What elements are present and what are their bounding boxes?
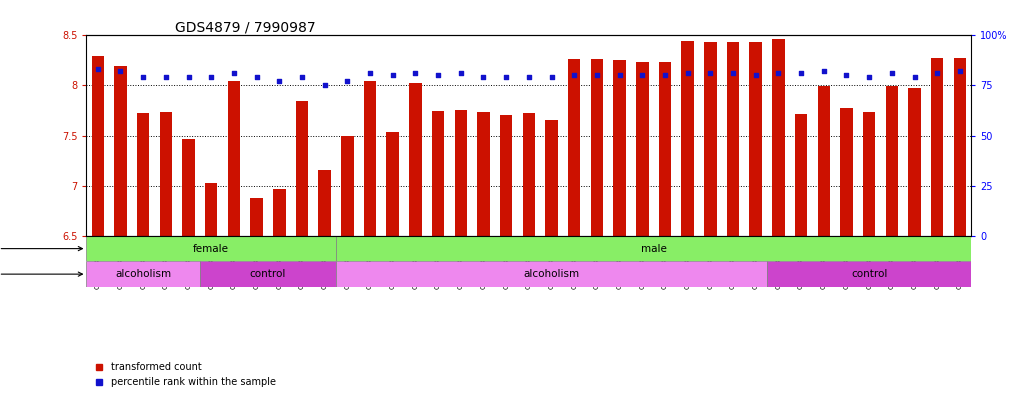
Point xyxy=(272,78,288,84)
Point xyxy=(725,70,741,77)
Bar xyxy=(409,83,422,236)
Point xyxy=(930,70,946,77)
Text: disease state: disease state xyxy=(0,269,82,279)
Point xyxy=(340,78,356,84)
Bar xyxy=(613,61,625,236)
Point xyxy=(770,70,786,77)
Bar xyxy=(767,261,971,287)
Bar xyxy=(200,261,336,287)
Bar xyxy=(954,59,966,236)
Point xyxy=(884,70,900,77)
Text: male: male xyxy=(641,244,666,253)
Bar xyxy=(114,66,127,236)
Bar xyxy=(659,62,671,236)
Bar xyxy=(818,86,830,236)
Bar xyxy=(160,112,172,236)
Point xyxy=(384,72,401,79)
Point xyxy=(635,72,651,79)
Legend: transformed count, percentile rank within the sample: transformed count, percentile rank withi… xyxy=(92,358,280,391)
Point xyxy=(430,72,446,79)
Point xyxy=(816,68,832,75)
Point xyxy=(702,70,718,77)
Point xyxy=(158,74,174,81)
Bar xyxy=(341,136,354,236)
Bar xyxy=(704,42,717,236)
Bar xyxy=(840,108,852,236)
Bar xyxy=(182,139,195,236)
Bar xyxy=(432,110,444,236)
Bar xyxy=(681,41,694,236)
Bar xyxy=(908,88,920,236)
Bar xyxy=(795,114,807,236)
Bar xyxy=(92,57,104,236)
Bar xyxy=(772,39,785,236)
Bar xyxy=(228,81,240,236)
Point xyxy=(226,70,242,77)
Point xyxy=(316,83,333,89)
Point xyxy=(793,70,810,77)
Point xyxy=(566,72,583,79)
Bar xyxy=(296,101,308,236)
Point xyxy=(589,72,605,79)
Point xyxy=(294,74,310,81)
Point xyxy=(861,74,878,81)
Point xyxy=(611,72,627,79)
Bar xyxy=(862,112,876,236)
Point xyxy=(906,74,922,81)
Text: control: control xyxy=(851,269,887,279)
Bar xyxy=(205,183,218,236)
Point xyxy=(475,74,491,81)
Text: alcoholism: alcoholism xyxy=(524,269,580,279)
Bar xyxy=(750,42,762,236)
Point xyxy=(407,70,423,77)
Bar xyxy=(86,236,336,261)
Bar xyxy=(273,189,286,236)
Text: alcoholism: alcoholism xyxy=(115,269,171,279)
Point xyxy=(135,74,152,81)
Text: GDS4879 / 7990987: GDS4879 / 7990987 xyxy=(175,20,315,34)
Bar xyxy=(545,119,557,236)
Bar xyxy=(455,110,467,236)
Text: gender: gender xyxy=(0,244,82,253)
Point xyxy=(248,74,264,81)
Bar xyxy=(931,59,944,236)
Bar xyxy=(364,81,376,236)
Bar xyxy=(567,59,581,236)
Bar xyxy=(318,170,331,236)
Bar xyxy=(86,261,200,287)
Point xyxy=(521,74,537,81)
Point xyxy=(203,74,220,81)
Point xyxy=(362,70,378,77)
Point xyxy=(838,72,854,79)
Bar xyxy=(500,115,513,236)
Bar xyxy=(636,62,649,236)
Point xyxy=(679,70,696,77)
Bar xyxy=(336,236,971,261)
Point xyxy=(112,68,128,75)
Bar xyxy=(591,59,603,236)
Text: female: female xyxy=(193,244,229,253)
Bar xyxy=(336,261,767,287)
Bar xyxy=(477,112,490,236)
Point xyxy=(180,74,196,81)
Text: control: control xyxy=(250,269,286,279)
Point xyxy=(453,70,469,77)
Point xyxy=(89,66,106,73)
Point xyxy=(952,68,968,75)
Bar xyxy=(886,86,898,236)
Point xyxy=(747,72,764,79)
Bar xyxy=(523,112,535,236)
Point xyxy=(543,74,559,81)
Bar xyxy=(727,42,739,236)
Point xyxy=(498,74,515,81)
Bar xyxy=(386,132,399,236)
Bar xyxy=(137,112,149,236)
Bar xyxy=(250,198,262,236)
Point xyxy=(657,72,673,79)
